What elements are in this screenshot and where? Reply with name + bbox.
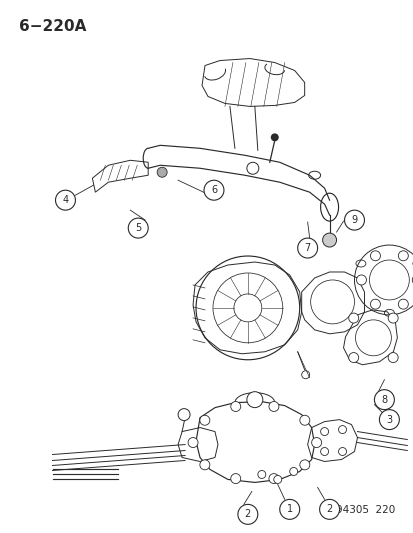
- Circle shape: [370, 251, 380, 261]
- Text: 6: 6: [210, 185, 216, 195]
- Circle shape: [370, 299, 380, 309]
- Circle shape: [246, 392, 262, 408]
- Circle shape: [157, 167, 167, 177]
- Circle shape: [322, 233, 336, 247]
- Circle shape: [299, 415, 309, 425]
- Circle shape: [273, 475, 281, 483]
- Circle shape: [204, 180, 223, 200]
- Circle shape: [257, 471, 265, 479]
- Circle shape: [338, 425, 346, 433]
- Text: 5: 5: [135, 223, 141, 233]
- Text: 4: 4: [62, 195, 69, 205]
- Circle shape: [188, 438, 197, 448]
- Text: 9: 9: [351, 215, 357, 225]
- Text: 2: 2: [244, 510, 250, 519]
- Circle shape: [373, 390, 394, 410]
- Circle shape: [320, 427, 328, 435]
- Circle shape: [348, 352, 358, 362]
- Circle shape: [289, 467, 297, 475]
- Text: 8: 8: [380, 394, 387, 405]
- Circle shape: [378, 410, 399, 430]
- Circle shape: [344, 210, 363, 230]
- Circle shape: [338, 448, 346, 456]
- Circle shape: [268, 474, 278, 483]
- Circle shape: [199, 460, 209, 470]
- Circle shape: [411, 275, 413, 285]
- Circle shape: [348, 313, 358, 323]
- Circle shape: [279, 499, 299, 519]
- Circle shape: [230, 401, 240, 411]
- Circle shape: [397, 251, 407, 261]
- Circle shape: [237, 504, 257, 524]
- Circle shape: [356, 275, 366, 285]
- Circle shape: [320, 448, 328, 456]
- Circle shape: [270, 133, 278, 141]
- Circle shape: [178, 409, 190, 421]
- Circle shape: [397, 299, 407, 309]
- Circle shape: [299, 460, 309, 470]
- Circle shape: [268, 401, 278, 411]
- Circle shape: [128, 218, 148, 238]
- Text: 1: 1: [286, 504, 292, 514]
- Circle shape: [311, 438, 321, 448]
- Text: 7: 7: [304, 243, 310, 253]
- Circle shape: [230, 474, 240, 483]
- Circle shape: [387, 352, 397, 362]
- Text: 6−220A: 6−220A: [19, 19, 86, 34]
- Circle shape: [297, 238, 317, 258]
- Circle shape: [55, 190, 75, 210]
- Circle shape: [246, 162, 258, 174]
- Circle shape: [199, 415, 209, 425]
- Text: 94305  220: 94305 220: [335, 505, 394, 515]
- Text: 2: 2: [326, 504, 332, 514]
- Text: 3: 3: [385, 415, 392, 425]
- Circle shape: [319, 499, 339, 519]
- Circle shape: [387, 313, 397, 323]
